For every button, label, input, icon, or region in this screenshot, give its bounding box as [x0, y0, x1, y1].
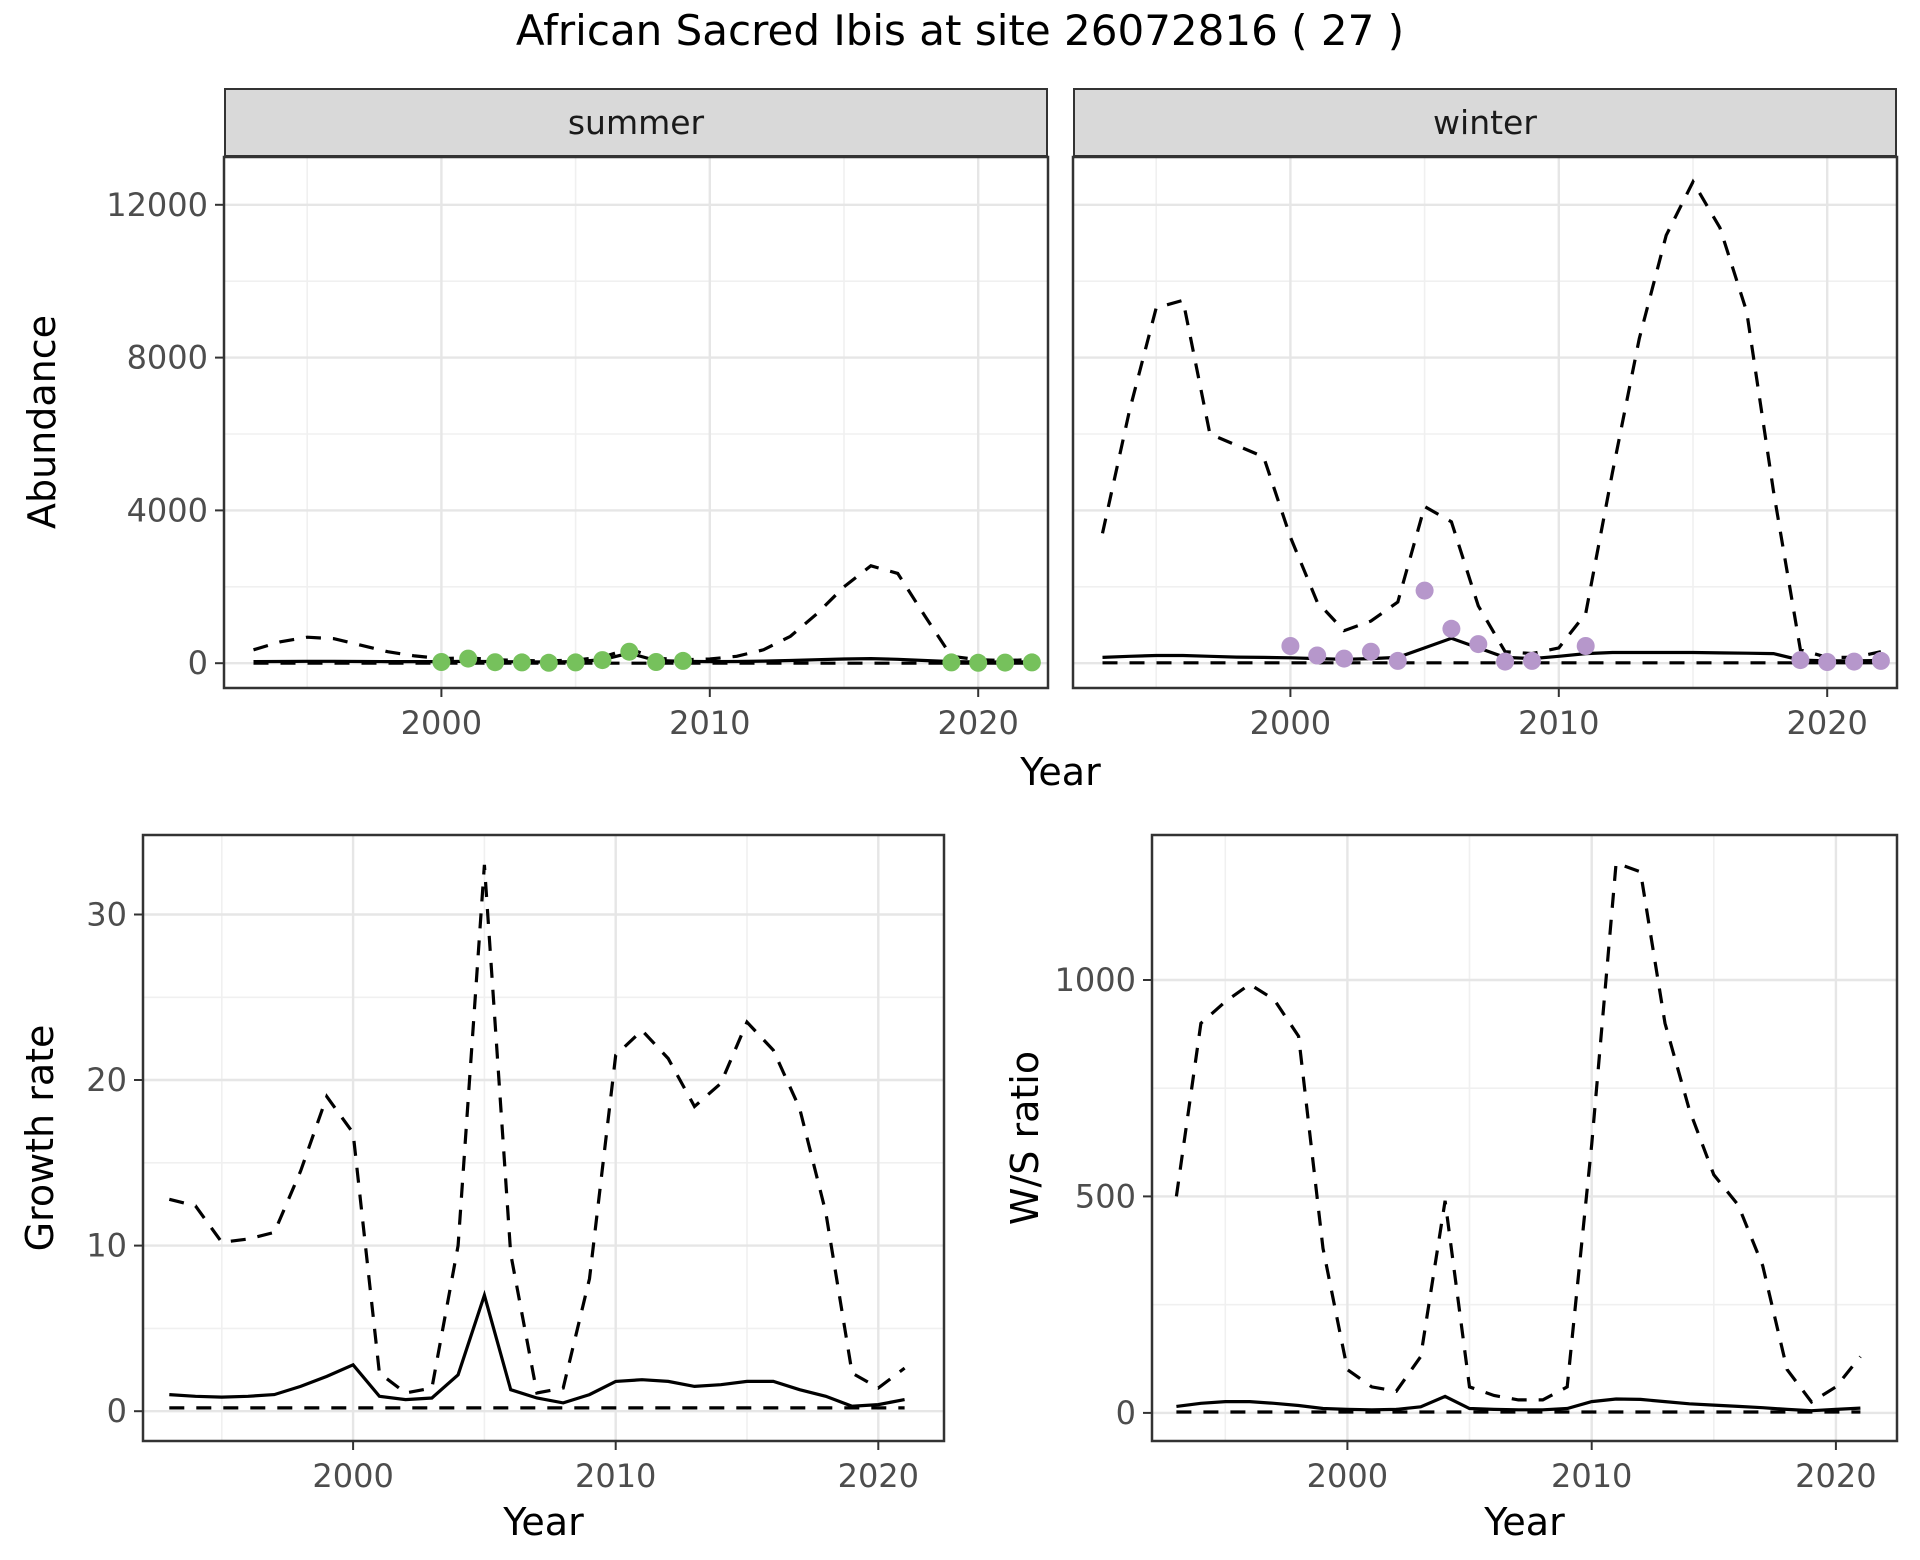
y-tick-label: 0 — [1116, 1394, 1136, 1432]
abundance-summer-fit-line — [253, 651, 1032, 664]
x-tick-label: 2010 — [1551, 1457, 1632, 1495]
ws-ratio-fit-line — [1176, 1394, 1861, 1413]
facet-strip-summer-label: summer — [567, 103, 705, 142]
abundance-summer-observation-point — [996, 653, 1015, 672]
abundance-summer-observation-point — [566, 653, 585, 672]
y-tick-label: 10 — [86, 1227, 127, 1265]
growth-rate-fit-line — [169, 1289, 905, 1408]
abundance-winter-observation-point — [1361, 642, 1380, 661]
y-tick-label: 30 — [86, 896, 127, 934]
x-tick-label: 2010 — [669, 704, 750, 742]
y-tick-label: 1000 — [1055, 961, 1136, 999]
abundance-winter-observation-point — [1523, 651, 1541, 670]
abundance-summer-observation-point — [539, 653, 558, 672]
abundance-summer-observation-point — [620, 642, 639, 661]
abundance-winter-observation-point — [1845, 652, 1864, 671]
y-tick-label: 20 — [86, 1061, 127, 1099]
abundance-winter-observation-point — [1442, 619, 1461, 638]
abundance-winter-observation-point — [1281, 637, 1300, 655]
abundance-winter-observation-point — [1415, 581, 1434, 600]
abundance-winter-observation-point — [1871, 651, 1890, 670]
panel-background — [224, 157, 1048, 688]
abundance-summer-observation-point — [459, 649, 478, 668]
y-tick-label: 12000 — [106, 186, 208, 224]
plot-title: African Sacred Ibis at site 26072816 ( 2… — [515, 6, 1405, 55]
x-tick-label: 2020 — [838, 1457, 919, 1495]
panel-background — [1152, 835, 1897, 1441]
facet-strip-summer: summer — [224, 88, 1048, 157]
panel-abundance-summer: 2000 2010 2020 0 4000 8000 12000 — [106, 155, 1050, 742]
abundance-summer-observation-point — [486, 653, 505, 672]
abundance-winter-fit-line — [1102, 636, 1881, 663]
panel-ws-ratio: 2000 2010 2020 0 500 1000 — [1055, 833, 1899, 1495]
y-tick-label: 8000 — [127, 339, 208, 377]
abundance-summer-observation-point — [969, 653, 988, 672]
x-axis-title-year-top: Year — [1020, 750, 1101, 794]
growth-rate-upper-ci-line — [168, 864, 906, 1395]
abundance-winter-observation-point — [1308, 646, 1327, 665]
abundance-summer-observation-point — [1022, 653, 1041, 672]
x-tick-label: 2000 — [1250, 704, 1331, 742]
x-tick-label: 2000 — [1307, 1457, 1388, 1495]
abundance-summer-observation-point — [674, 651, 692, 670]
x-tick-label: 2010 — [1518, 704, 1599, 742]
abundance-winter-observation-point — [1496, 652, 1515, 671]
y-tick-label: 0 — [188, 644, 208, 682]
x-tick-label: 2020 — [937, 704, 1018, 742]
x-tick-label: 2000 — [401, 704, 482, 742]
panel-background — [143, 835, 944, 1441]
x-axis-title-year-bottom-right: Year — [1484, 1500, 1565, 1544]
x-tick-label: 2010 — [575, 1457, 656, 1495]
abundance-summer-observation-point — [942, 653, 961, 672]
abundance-winter-observation-point — [1335, 649, 1354, 668]
panel-border — [141, 833, 946, 1443]
y-tick-label: 4000 — [127, 491, 208, 529]
abundance-winter-observation-point — [1818, 653, 1837, 671]
x-axis-title-year-bottom-left: Year — [503, 1500, 584, 1544]
abundance-summer-observation-point — [432, 653, 451, 671]
x-tick-label: 2000 — [312, 1457, 393, 1495]
abundance-winter-observation-point — [1576, 637, 1595, 655]
panel-border — [1071, 155, 1899, 690]
panel-border — [1150, 833, 1899, 1443]
abundance-winter-observation-point — [1791, 651, 1810, 670]
y-axis-title-ws-ratio: W/S ratio — [1003, 1050, 1047, 1226]
facet-strip-winter: winter — [1073, 88, 1897, 157]
abundance-summer-observation-point — [593, 651, 612, 670]
y-tick-label: 0 — [107, 1392, 127, 1430]
panel-border — [222, 155, 1050, 690]
ws-ratio-upper-ci-line — [1174, 860, 1862, 1405]
y-tick-label: 500 — [1075, 1177, 1136, 1215]
y-axis-title-abundance: Abundance — [20, 314, 64, 530]
abundance-summer-observation-point — [512, 653, 531, 672]
abundance-winter-upper-ci-line — [1100, 178, 1882, 659]
y-axis-title-growth-rate: Growth rate — [18, 1024, 62, 1252]
panel-background — [1073, 157, 1897, 688]
x-tick-label: 2020 — [1795, 1457, 1876, 1495]
abundance-summer-observation-point — [647, 653, 666, 671]
abundance-winter-observation-point — [1469, 635, 1488, 654]
panel-growth-rate: 2000 2010 2020 0 10 20 30 — [86, 833, 946, 1495]
x-tick-label: 2020 — [1786, 704, 1867, 742]
facet-strip-winter-label: winter — [1433, 103, 1537, 142]
panel-abundance-winter: 2000 2010 2020 — [1071, 155, 1899, 742]
abundance-winter-observation-point — [1388, 651, 1407, 670]
